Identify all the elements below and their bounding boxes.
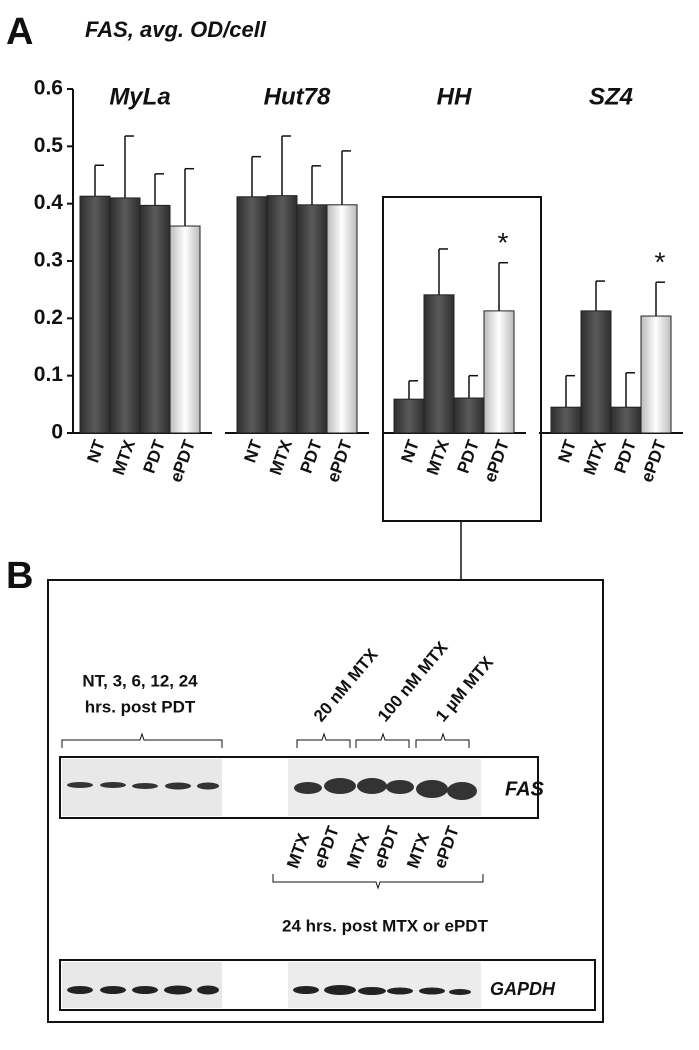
chart-title: FAS, avg. OD/cell (85, 17, 267, 42)
bracket (296, 732, 470, 748)
x-tick-label: MTX (580, 437, 610, 478)
y-tick-label: 0.6 (34, 77, 63, 100)
lane-label: MTX (283, 830, 313, 871)
y-tick-label: 0 (51, 421, 63, 444)
x-tick-label: NT (397, 437, 423, 465)
blot-image (288, 962, 481, 1008)
bracket (61, 732, 223, 748)
bar (423, 294, 455, 434)
x-tick-label: NT (240, 437, 266, 465)
caption: hrs. post PDT (85, 697, 196, 716)
group-label: SZ4 (589, 83, 633, 110)
caption: NT, 3, 6, 12, 24 (82, 671, 198, 690)
bar (640, 315, 672, 434)
bands (67, 985, 471, 995)
bar (236, 196, 268, 434)
x-tick-label: MTX (423, 437, 453, 478)
protein-label: FAS (505, 778, 545, 800)
x-tick-label: ePDT (323, 437, 356, 485)
annotation: * (498, 227, 509, 258)
bar (139, 204, 171, 434)
y-tick-label: 0.2 (34, 306, 63, 329)
bar (483, 310, 515, 434)
bracket (272, 874, 484, 890)
panel-label: B (6, 555, 33, 597)
bar (109, 197, 141, 434)
group-label: HH (437, 83, 472, 110)
x-tick-label: ePDT (480, 437, 513, 485)
bar (610, 406, 642, 434)
x-tick-label: ePDT (166, 437, 199, 485)
bar (266, 195, 298, 434)
bar (169, 225, 201, 434)
bar (393, 398, 425, 434)
lane-label: ePDT (370, 823, 403, 871)
x-tick-label: NT (554, 437, 580, 465)
blot-image (62, 962, 222, 1008)
panel-label: A (6, 11, 33, 53)
y-tick-label: 0.5 (34, 134, 64, 157)
bar (79, 195, 111, 434)
x-tick-label: ePDT (637, 437, 670, 485)
group-label: Hut78 (264, 83, 331, 110)
lane-label: ePDT (310, 823, 343, 871)
bar (296, 204, 328, 434)
lane-label: MTX (403, 830, 433, 871)
x-tick-label: MTX (109, 437, 139, 478)
highlight-box (382, 196, 542, 522)
caption: 24 hrs. post MTX or ePDT (282, 916, 489, 935)
x-tick-label: PDT (453, 437, 483, 476)
group-label: MyLa (109, 83, 170, 110)
x-tick-label: PDT (610, 437, 640, 476)
blot-frame (47, 579, 604, 1023)
bands (67, 778, 477, 800)
x-tick-label: PDT (296, 437, 326, 476)
bar (550, 406, 582, 434)
y-tick-label: 0.1 (34, 363, 64, 386)
bar (453, 397, 485, 434)
lane-label: ePDT (430, 823, 463, 871)
bar (580, 310, 612, 434)
x-tick-label: MTX (266, 437, 296, 478)
protein-label: GAPDH (490, 979, 556, 999)
dose-label: 20 nM MTX (310, 645, 382, 726)
lane-label: MTX (343, 830, 373, 871)
bar (326, 204, 358, 434)
y-tick-label: 0.4 (34, 191, 64, 214)
x-tick-label: NT (83, 437, 109, 465)
dose-label: 1 µM MTX (432, 652, 498, 725)
x-tick-label: PDT (139, 437, 169, 476)
y-tick-label: 0.3 (34, 249, 63, 272)
annotation: * (655, 247, 666, 278)
